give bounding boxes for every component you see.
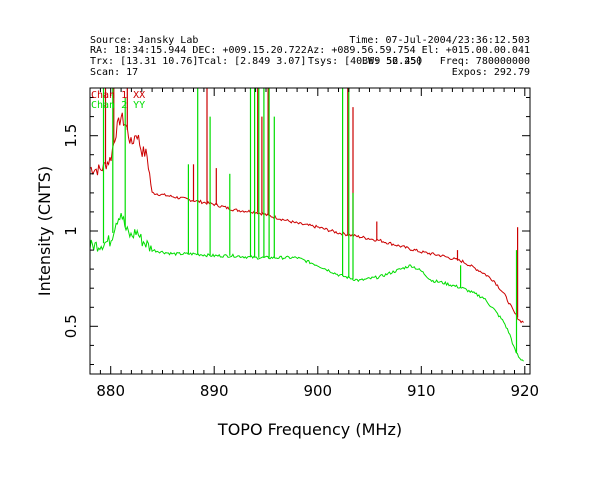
x-tick-label: 920 [510,382,539,400]
x-tick-label: 880 [96,382,125,400]
series-2 [90,88,524,362]
legend-entry-chan1: Chan 1 XX [91,90,145,101]
header-source: Source: Jansky Lab [90,35,198,46]
legend-entry-chan2: Chan 2 YY [91,100,145,111]
header-az-el: Az: +089.56.59.754 El: +015.00.00.041 [307,45,530,56]
header-ra-dec: RA: 18:34:15.944 DEC: +009.15.20.722 [90,45,307,56]
y-axis-label: Intensity (CNTS) [35,166,54,296]
observation-header: Source: Jansky Lab Time: 07-Jul-2004/23:… [90,35,530,78]
header-trx: Trx: [13.31 10.76] [90,56,198,67]
series-layer [90,88,524,362]
x-tick-label: 910 [407,382,436,400]
series-1 [90,88,524,324]
x-axis-label: TOPO Frequency (MHz) [217,420,402,439]
header-bw: BW: 56.250 [362,56,422,67]
y-tick-label: 1 [62,226,80,236]
legend: Chan 1 XX Chan 2 YY [91,90,145,111]
series-line [90,112,524,324]
header-exposure: Expos: 292.79 [452,67,530,78]
y-tick-label: 0.5 [62,314,80,338]
header-tcal: Tcal: [2.849 3.07] [198,56,306,67]
header-scan: Scan: 17 [90,67,138,78]
y-tick-label: 1.5 [62,124,80,148]
x-tick-label: 900 [303,382,332,400]
header-time: Time: 07-Jul-2004/23:36:12.503 [349,35,530,46]
header-freq: Freq: 780000000 [440,56,530,67]
series-line [90,213,524,362]
header-tsys: Tsys: [40.69 52.45] [308,56,422,67]
x-tick-label: 890 [200,382,229,400]
axis-ticks: 880 890 900 910 920 0.5 1 1.5 [62,88,539,400]
